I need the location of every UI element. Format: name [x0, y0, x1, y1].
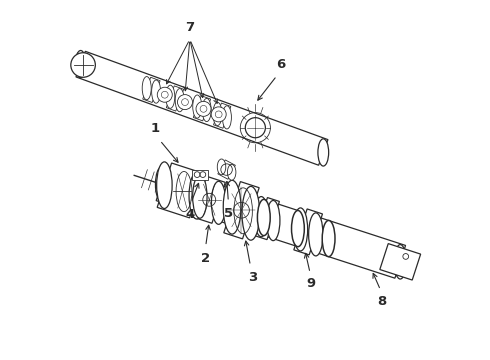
Ellipse shape [254, 197, 268, 237]
Ellipse shape [193, 175, 207, 218]
Text: 5: 5 [224, 207, 233, 220]
Polygon shape [218, 160, 235, 179]
Ellipse shape [267, 201, 280, 240]
Ellipse shape [318, 139, 329, 166]
Ellipse shape [213, 102, 222, 126]
Ellipse shape [242, 186, 260, 240]
Circle shape [157, 87, 172, 102]
Polygon shape [192, 170, 208, 180]
Ellipse shape [157, 162, 172, 208]
Polygon shape [224, 181, 259, 239]
Polygon shape [193, 176, 225, 223]
Ellipse shape [257, 199, 270, 235]
Circle shape [196, 102, 211, 116]
Polygon shape [214, 103, 231, 128]
Ellipse shape [294, 208, 308, 251]
Ellipse shape [211, 181, 226, 224]
Ellipse shape [75, 50, 86, 78]
Text: 3: 3 [247, 271, 257, 284]
Ellipse shape [151, 80, 161, 103]
Ellipse shape [142, 77, 151, 100]
Text: 6: 6 [276, 58, 286, 71]
Ellipse shape [223, 180, 241, 234]
Polygon shape [193, 96, 211, 121]
Ellipse shape [322, 220, 335, 257]
Polygon shape [255, 198, 279, 240]
Polygon shape [294, 209, 322, 255]
Polygon shape [143, 77, 160, 103]
Text: 9: 9 [307, 278, 316, 291]
Text: 1: 1 [151, 122, 160, 135]
Ellipse shape [394, 244, 406, 279]
Ellipse shape [292, 211, 304, 247]
Ellipse shape [217, 159, 226, 175]
Circle shape [71, 53, 96, 77]
Text: 2: 2 [201, 252, 210, 265]
Text: 4: 4 [185, 208, 195, 221]
Text: 7: 7 [185, 21, 195, 34]
Ellipse shape [166, 85, 175, 108]
Ellipse shape [202, 98, 211, 122]
Ellipse shape [155, 167, 168, 202]
Ellipse shape [189, 172, 204, 219]
Text: 8: 8 [378, 295, 387, 308]
Ellipse shape [222, 106, 231, 129]
Ellipse shape [227, 165, 236, 180]
Circle shape [177, 95, 193, 109]
Circle shape [245, 118, 266, 138]
Polygon shape [380, 244, 420, 280]
Polygon shape [166, 86, 184, 111]
Ellipse shape [175, 89, 184, 112]
Polygon shape [157, 163, 204, 218]
Circle shape [211, 107, 226, 122]
Ellipse shape [193, 95, 202, 118]
Ellipse shape [309, 213, 323, 256]
